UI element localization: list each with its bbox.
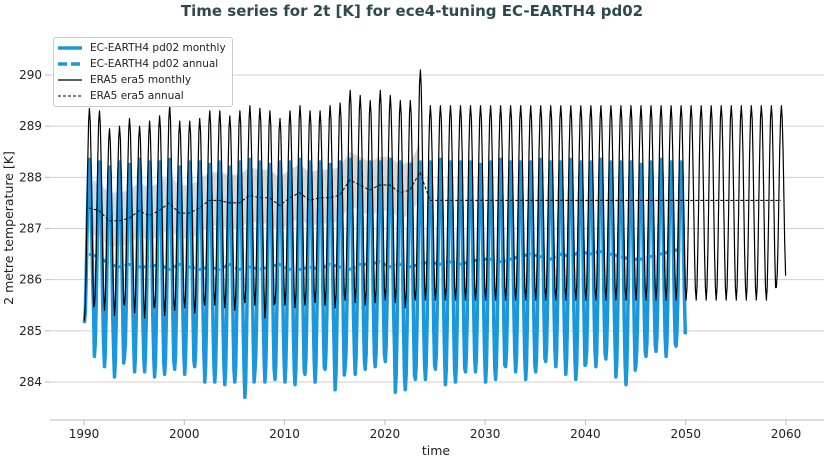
axes: 284 285 286 287 288 289 290 1990 2000 2010 2020 203… xyxy=(19,68,824,441)
x-tick-label: 2060 xyxy=(771,427,802,441)
legend-swatch xyxy=(58,95,82,97)
series-line-era5-annual xyxy=(88,170,781,222)
series-lines xyxy=(82,69,787,400)
legend-item-model-monthly: EC-EARTH4 pd02 monthly xyxy=(58,40,226,56)
series-line-era5-monthly xyxy=(83,69,787,321)
x-tick-label: 2040 xyxy=(570,427,601,441)
y-tick-label: 289 xyxy=(19,119,42,133)
x-tick-label: 2010 xyxy=(269,427,300,441)
legend-label: EC-EARTH4 pd02 monthly xyxy=(90,42,226,54)
legend-label: ERA5 era5 monthly xyxy=(90,74,192,86)
x-tick-label: 2050 xyxy=(670,427,701,441)
x-tick-label: 2000 xyxy=(169,427,200,441)
legend-swatch xyxy=(58,62,82,66)
legend-swatch xyxy=(58,46,82,50)
y-tick-label: 284 xyxy=(19,375,42,389)
series-line-model-annual xyxy=(88,247,682,272)
legend-item-era5-annual: ERA5 era5 annual xyxy=(58,88,226,104)
legend-swatch xyxy=(58,79,82,81)
legend-item-era5-monthly: ERA5 era5 monthly xyxy=(58,72,226,88)
chart-title: Time series for 2t [K] for ece4-tuning E… xyxy=(180,2,644,20)
legend-item-model-annual: EC-EARTH4 pd02 annual xyxy=(58,56,226,72)
series-line-model-monthly xyxy=(82,157,688,400)
legend: EC-EARTH4 pd02 monthly EC-EARTH4 pd02 an… xyxy=(53,37,233,107)
y-tick-label: 290 xyxy=(19,68,42,82)
x-axis-label: time xyxy=(422,443,451,457)
y-tick-label: 287 xyxy=(19,222,42,236)
y-tick-label: 286 xyxy=(19,273,42,287)
legend-label: EC-EARTH4 pd02 annual xyxy=(90,58,219,70)
y-tick-label: 288 xyxy=(19,170,42,184)
x-tick-label: 2030 xyxy=(470,427,501,441)
x-tick-label: 1990 xyxy=(69,427,100,441)
x-tick-label: 2020 xyxy=(370,427,401,441)
y-tick-label: 285 xyxy=(19,324,42,338)
legend-label: ERA5 era5 annual xyxy=(90,90,184,102)
y-axis-label: 2 metre temperature [K] xyxy=(1,151,16,305)
